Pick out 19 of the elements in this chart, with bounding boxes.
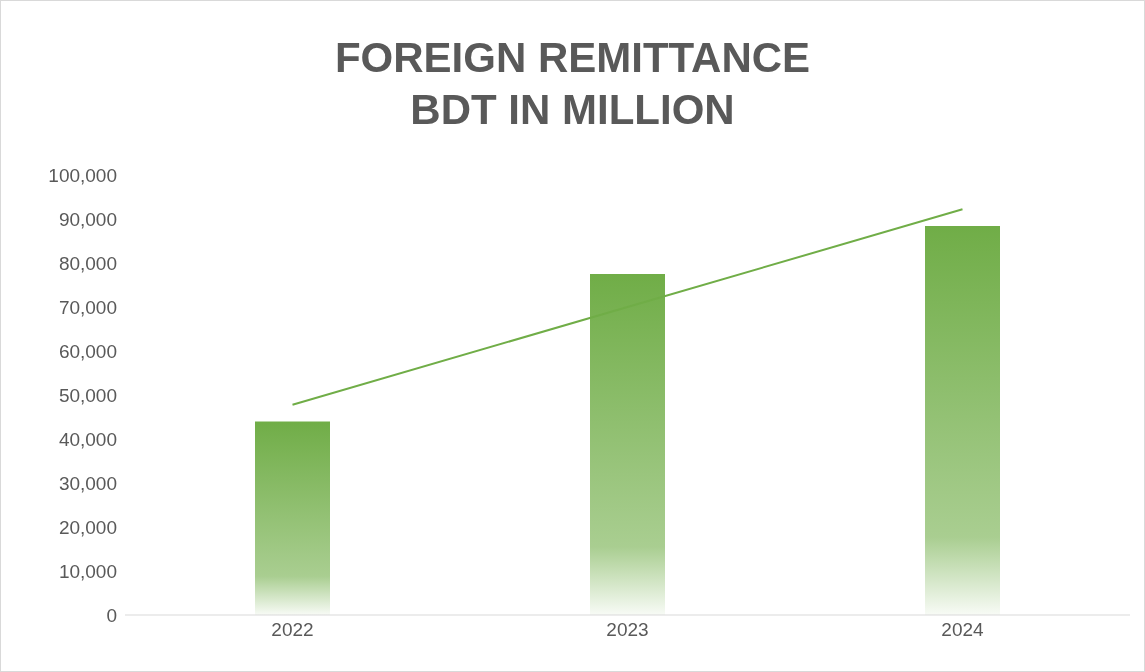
x-tick-label: 2024 bbox=[941, 619, 985, 641]
bar bbox=[590, 274, 665, 615]
y-tick-label: 50,000 bbox=[58, 384, 117, 406]
y-tick-label: 90,000 bbox=[58, 208, 117, 230]
chart-subtitle: BDT IN MILLION bbox=[409, 85, 736, 135]
chart-title: FOREIGN REMITTANCE bbox=[333, 33, 812, 83]
y-tick-label: 40,000 bbox=[58, 428, 117, 450]
y-tick-label: 20,000 bbox=[58, 516, 117, 538]
bar bbox=[925, 226, 1000, 615]
y-tick-label: 70,000 bbox=[58, 296, 117, 318]
y-tick-label: 10,000 bbox=[58, 560, 117, 582]
x-tick-label: 2023 bbox=[606, 619, 649, 641]
x-tick-label: 2022 bbox=[271, 619, 314, 641]
bar bbox=[255, 421, 330, 615]
y-tick-label: 0 bbox=[106, 604, 117, 626]
y-tick-label: 30,000 bbox=[58, 472, 117, 494]
y-tick-label: 60,000 bbox=[58, 340, 117, 362]
y-tick-label: 80,000 bbox=[58, 252, 117, 274]
y-tick-label: 100,000 bbox=[48, 164, 117, 186]
